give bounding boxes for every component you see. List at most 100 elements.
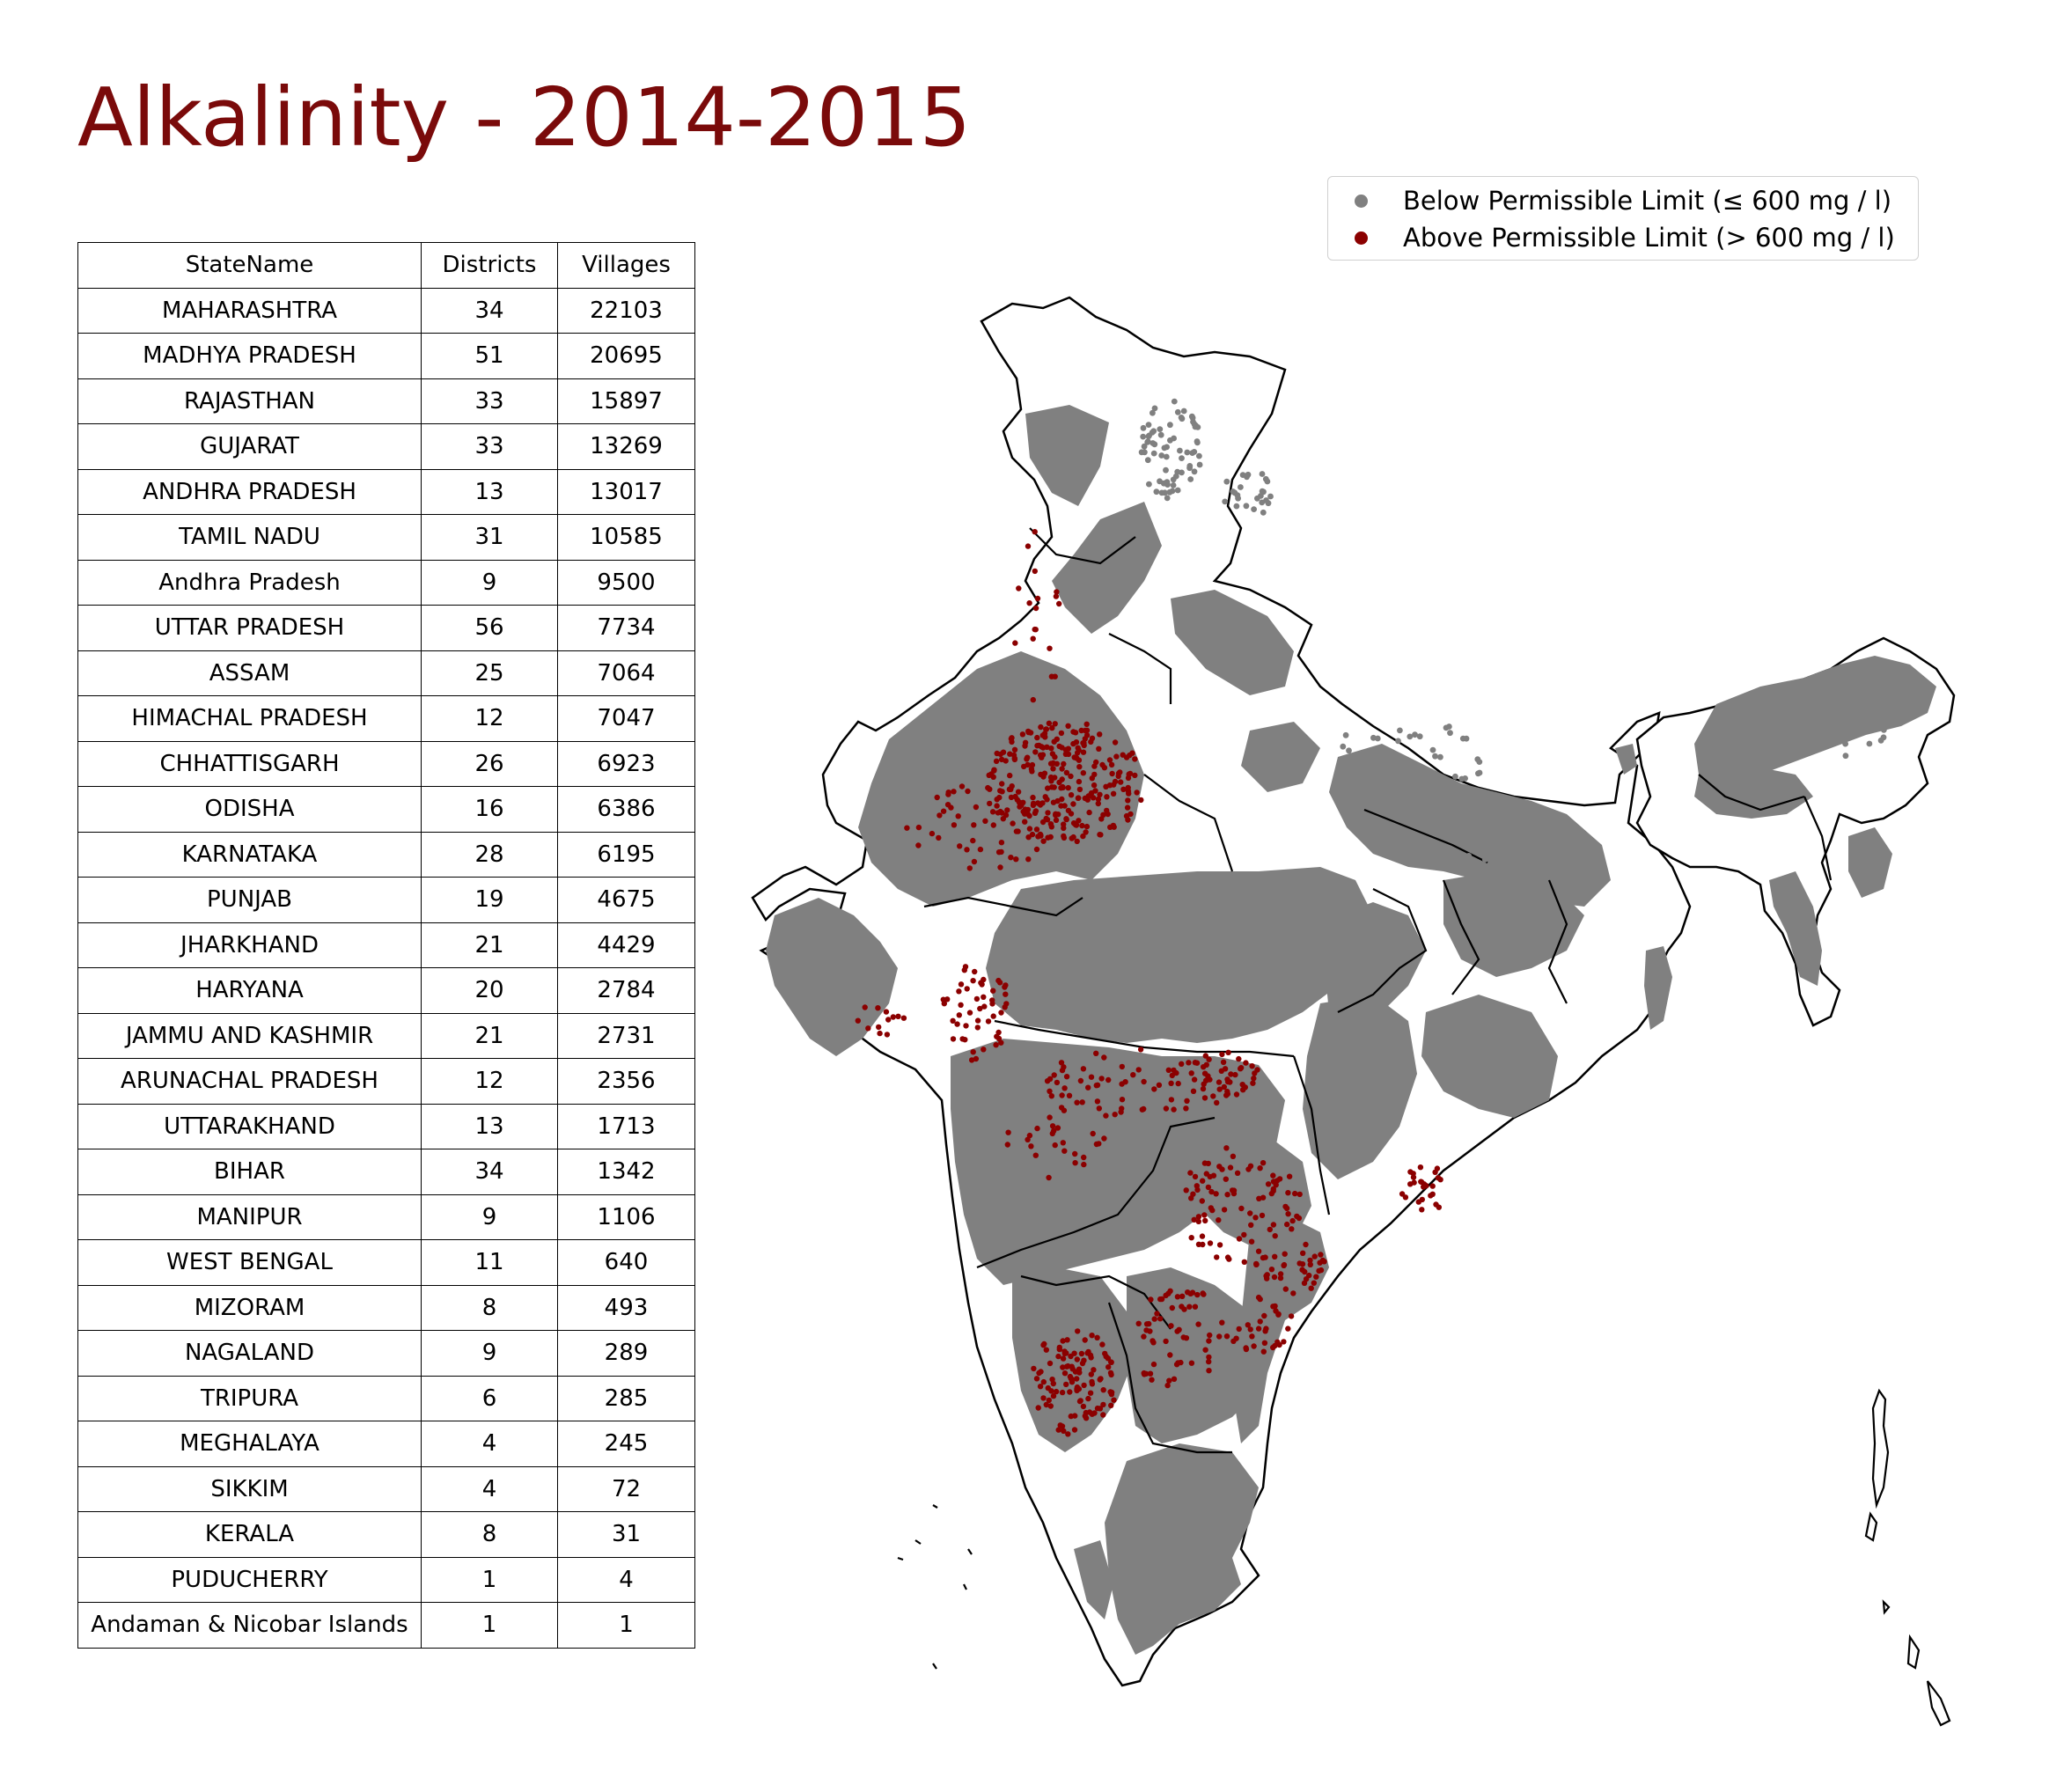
above-limit-point <box>1192 1060 1199 1066</box>
above-limit-point <box>1129 750 1135 756</box>
below-limit-point <box>1346 747 1352 754</box>
above-limit-point <box>957 843 963 849</box>
above-limit-point <box>1099 761 1105 768</box>
above-limit-point <box>1296 1215 1303 1222</box>
above-limit-point <box>1435 1175 1442 1181</box>
above-limit-point <box>883 1009 890 1015</box>
above-limit-point <box>1049 1377 1055 1383</box>
above-limit-point <box>1065 807 1072 814</box>
above-limit-point <box>1095 796 1102 803</box>
above-limit-point <box>1402 1194 1409 1201</box>
above-limit-point <box>1082 1413 1089 1420</box>
below-limit-point <box>1191 468 1198 475</box>
legend-label-above: Above Permissible Limit (> 600 mg / l) <box>1403 223 1895 253</box>
below-limit-point <box>1416 733 1423 740</box>
below-limit-point <box>1267 493 1274 500</box>
cell-villages: 4675 <box>557 877 695 923</box>
below-limit-point <box>1164 444 1170 451</box>
cell-districts: 8 <box>421 1511 558 1558</box>
above-limit-point <box>1299 1261 1306 1267</box>
above-limit-point <box>1216 1086 1223 1092</box>
above-limit-point <box>1228 1071 1234 1077</box>
above-limit-point <box>1048 745 1054 752</box>
above-limit-point <box>1148 1296 1154 1303</box>
below-limit-point <box>1515 810 1522 816</box>
below-limit-point <box>1251 506 1257 512</box>
cell-villages: 493 <box>557 1284 695 1331</box>
above-limit-point <box>1163 1292 1169 1299</box>
above-limit-point <box>989 1001 995 1007</box>
above-limit-point <box>1100 1412 1106 1418</box>
below-limit-point <box>1157 426 1164 432</box>
cell-villages: 15897 <box>557 378 695 424</box>
above-limit-point <box>1034 1125 1040 1132</box>
above-limit-point <box>1132 772 1138 779</box>
above-limit-point <box>1011 755 1018 761</box>
below-limit-point <box>1860 686 1867 693</box>
above-limit-point <box>1410 1171 1416 1177</box>
above-limit-point <box>1265 1181 1272 1187</box>
above-limit-point <box>1032 568 1039 575</box>
above-limit-point <box>985 1018 992 1025</box>
above-limit-point <box>1188 1070 1194 1076</box>
above-limit-point <box>1110 790 1117 797</box>
below-limit-point <box>1412 731 1418 738</box>
above-limit-point <box>1052 673 1058 679</box>
above-limit-point <box>987 786 993 792</box>
above-limit-point <box>1083 727 1091 733</box>
above-limit-point <box>1047 645 1053 651</box>
above-limit-point <box>1281 1339 1287 1345</box>
below-limit-point <box>1158 489 1165 496</box>
above-limit-point <box>1268 1190 1275 1197</box>
table-row: MANIPUR 9 1106 <box>77 1193 695 1240</box>
above-limit-point <box>1175 1360 1181 1366</box>
cell-districts: 4 <box>421 1421 558 1467</box>
above-limit-point <box>1311 1280 1318 1286</box>
above-limit-point <box>1158 1296 1165 1303</box>
above-limit-point <box>1090 795 1097 801</box>
below-limit-point <box>1397 727 1403 734</box>
above-limit-point <box>1285 1190 1291 1196</box>
above-limit-point <box>895 1013 901 1020</box>
above-limit-point <box>1195 1321 1201 1327</box>
above-limit-point <box>1063 1381 1069 1388</box>
above-limit-point <box>961 967 968 973</box>
table-row: JHARKHAND 21 4429 <box>77 922 695 968</box>
above-limit-point <box>1112 739 1119 745</box>
cell-villages: 6923 <box>557 740 695 787</box>
above-limit-point <box>1120 786 1127 792</box>
above-limit-point <box>997 808 1003 815</box>
above-limit-point <box>1052 1142 1058 1149</box>
above-limit-point <box>1075 1328 1081 1334</box>
above-limit-point <box>1008 736 1015 742</box>
above-limit-point <box>1274 1339 1281 1346</box>
above-limit-point <box>958 1002 964 1009</box>
cell-statename: HARYANA <box>77 967 422 1014</box>
above-limit-point <box>1032 808 1039 814</box>
below-limit-point <box>1528 819 1534 826</box>
above-limit-point <box>1303 1276 1310 1282</box>
below-limit-point <box>1186 463 1194 469</box>
above-limit-point <box>1048 1093 1055 1099</box>
above-limit-point <box>1045 834 1051 841</box>
above-limit-point <box>1074 1099 1080 1105</box>
cell-districts: 51 <box>421 333 558 379</box>
cell-districts: 6 <box>421 1375 558 1421</box>
below-limit-point <box>1342 731 1349 738</box>
above-limit-point <box>951 822 958 828</box>
above-limit-point <box>1030 635 1036 642</box>
above-limit-point <box>1022 743 1028 749</box>
above-limit-point <box>1022 819 1028 825</box>
cell-villages: 9500 <box>557 559 695 606</box>
above-limit-point <box>1045 785 1051 791</box>
above-limit-point <box>1067 1389 1073 1395</box>
column-header-statename: StateName <box>77 242 422 289</box>
above-limit-point <box>1094 1082 1101 1089</box>
above-limit-point <box>982 818 988 824</box>
above-limit-point <box>1214 1099 1220 1106</box>
above-limit-point <box>1272 1253 1278 1260</box>
above-limit-point <box>1104 794 1110 800</box>
below-limit-point <box>1258 493 1264 499</box>
above-limit-point <box>1065 723 1071 729</box>
above-limit-point <box>1096 1141 1102 1147</box>
